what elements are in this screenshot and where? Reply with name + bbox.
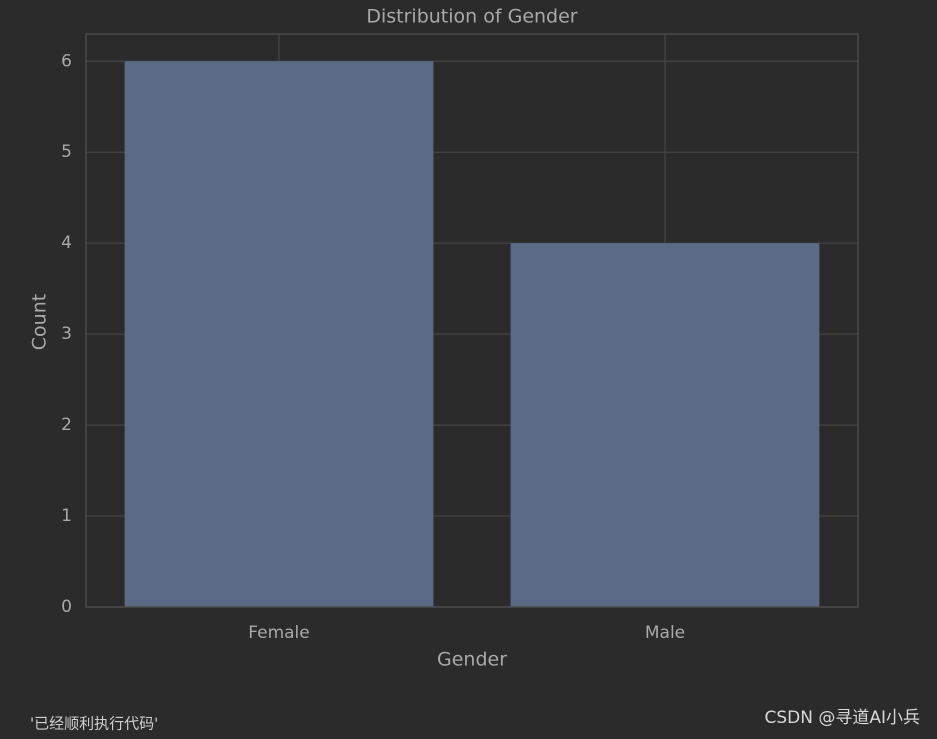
x-tick-label: Female	[248, 623, 309, 643]
x-tick-label: Male	[645, 623, 685, 643]
watermark: CSDN @寻道AI小兵	[764, 708, 920, 728]
plot-frame	[85, 33, 859, 608]
x-axis-label: Gender	[437, 649, 507, 671]
y-tick-label: 2	[61, 415, 72, 435]
bar	[124, 61, 434, 608]
output-text: '已经顺利执行代码'	[30, 715, 158, 733]
y-tick-label: 0	[61, 597, 72, 617]
y-tick-label: 6	[61, 51, 72, 71]
chart-title: Distribution of Gender	[366, 6, 577, 28]
bar	[510, 243, 820, 607]
y-tick-label: 3	[61, 324, 72, 344]
y-tick-label: 1	[61, 506, 72, 526]
y-axis-label: Count	[29, 294, 51, 350]
y-tick-label: 5	[61, 142, 72, 162]
y-tick-label: 4	[61, 233, 72, 253]
